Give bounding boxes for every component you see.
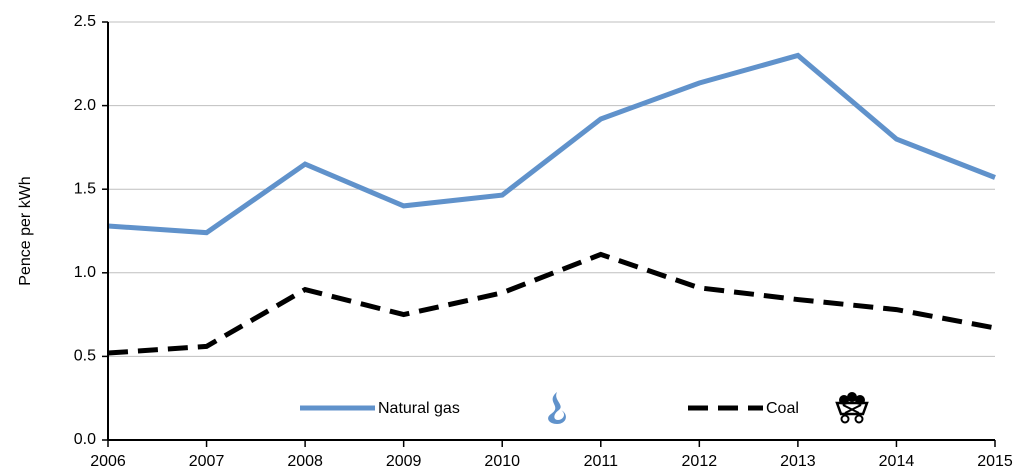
y-tick-label: 2.0 [74, 97, 96, 114]
coal-cart-icon [835, 392, 869, 424]
axes: 0.0 0.5 1.0 1.5 2.0 2.5 2006 2007 2008 2009 2010 20… [74, 13, 1013, 470]
x-tick-label: 2007 [189, 453, 225, 470]
legend-label: Natural gas [378, 400, 460, 417]
series-line [107, 52, 996, 236]
y-tick-label: 1.5 [74, 180, 96, 197]
x-tick-label: 2011 [584, 453, 619, 470]
x-tick-label: 2010 [484, 453, 520, 470]
x-tick-label: 2009 [386, 453, 422, 470]
flame-icon [548, 392, 566, 424]
y-tick-label: 1.0 [74, 264, 96, 281]
x-tick-label: 2006 [90, 453, 126, 470]
legend-label: Coal [766, 400, 799, 417]
x-tick-label: 2012 [682, 453, 718, 470]
grid [108, 21, 995, 357]
legend: Natural gas Coal [300, 400, 799, 417]
y-tick-label: 0.0 [74, 431, 96, 448]
y-axis-label: Pence per kWh [17, 176, 34, 285]
y-tick-label: 2.5 [74, 13, 96, 30]
x-tick-label: 2015 [977, 453, 1013, 470]
x-tick-label: 2008 [287, 453, 323, 470]
series-line [107, 251, 996, 356]
x-tick-label: 2014 [879, 453, 915, 470]
x-tick-label: 2013 [780, 453, 816, 470]
y-tick-label: 0.5 [74, 348, 96, 365]
lines [107, 52, 996, 356]
